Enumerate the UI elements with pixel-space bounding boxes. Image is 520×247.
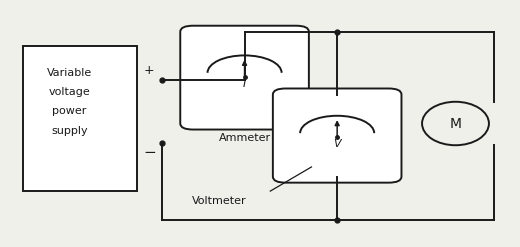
Text: +: + xyxy=(144,64,155,77)
FancyBboxPatch shape xyxy=(180,26,309,129)
Text: −: − xyxy=(143,145,156,160)
Text: supply: supply xyxy=(51,126,88,136)
Text: M: M xyxy=(449,117,461,130)
Text: I: I xyxy=(243,79,246,89)
Text: V: V xyxy=(333,139,341,149)
Text: voltage: voltage xyxy=(49,87,90,97)
Text: Variable: Variable xyxy=(47,68,92,78)
Text: power: power xyxy=(53,106,87,116)
Text: Ammeter: Ammeter xyxy=(218,133,270,143)
FancyBboxPatch shape xyxy=(23,46,137,191)
Text: Voltmeter: Voltmeter xyxy=(191,196,246,206)
FancyBboxPatch shape xyxy=(273,88,401,183)
